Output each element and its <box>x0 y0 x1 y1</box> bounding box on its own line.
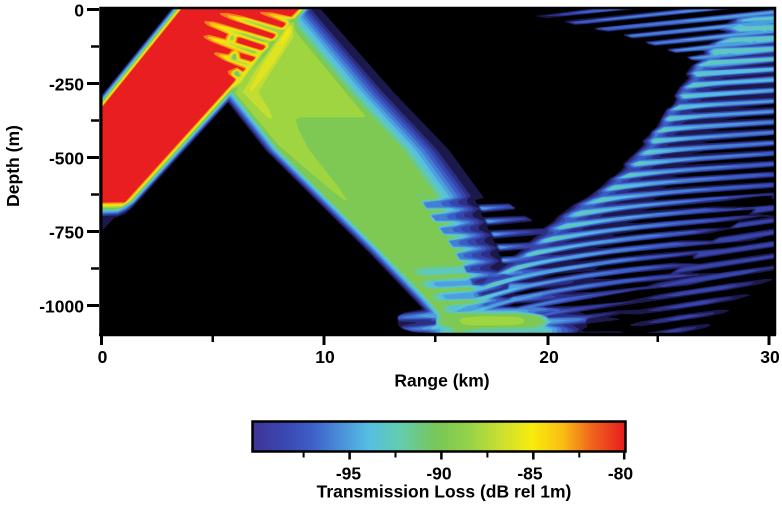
svg-text:-250: -250 <box>49 75 84 95</box>
svg-text:-85: -85 <box>517 464 543 484</box>
svg-text:0: 0 <box>74 1 84 21</box>
svg-text:Range (km): Range (km) <box>394 371 489 391</box>
svg-text:-500: -500 <box>49 149 84 169</box>
svg-text:10: 10 <box>315 347 335 367</box>
svg-text:-80: -80 <box>608 464 634 484</box>
svg-text:-1000: -1000 <box>39 297 84 317</box>
svg-text:0: 0 <box>98 347 108 367</box>
svg-text:Depth (m): Depth (m) <box>3 125 23 207</box>
svg-text:-750: -750 <box>49 223 84 243</box>
svg-text:-95: -95 <box>336 464 362 484</box>
svg-text:30: 30 <box>760 347 780 367</box>
svg-text:-90: -90 <box>426 464 452 484</box>
svg-text:20: 20 <box>539 347 559 367</box>
svg-text:Transmission Loss (dB rel 1m): Transmission Loss (dB rel 1m) <box>317 481 572 501</box>
